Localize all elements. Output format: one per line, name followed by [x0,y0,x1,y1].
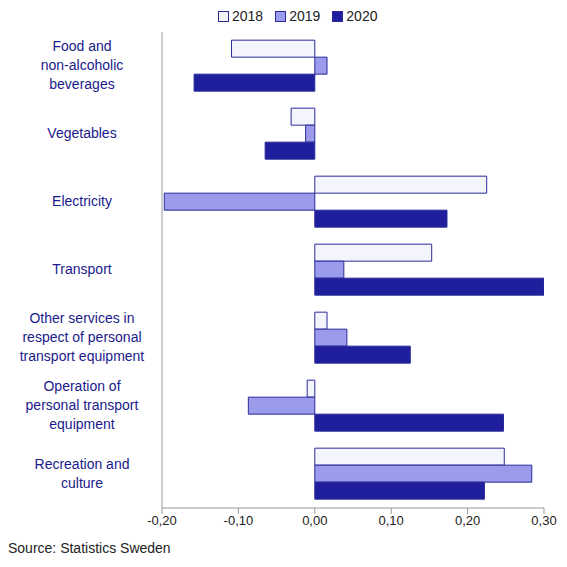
svg-text:-0,20: -0,20 [147,513,177,528]
svg-text:Food andnon-alcoholicbeverages: Food andnon-alcoholicbeverages [41,38,124,92]
svg-text:Operation ofpersonal transport: Operation ofpersonal transportequipment [26,378,139,432]
html-text:2020: 2020 [346,8,378,24]
svg-text:0,10: 0,10 [379,513,404,528]
svg-text:-0,10: -0,10 [224,513,254,528]
svg-text:Electricity: Electricity [52,193,112,209]
html-text:2019: 2019 [289,8,321,24]
svg-text:0,20: 0,20 [455,513,480,528]
svg-text:Transport: Transport [52,261,112,277]
svg-text:Vegetables: Vegetables [47,125,116,141]
svg-text:0,30: 0,30 [531,513,556,528]
html-text:Source: Statistics Sweden: Source: Statistics Sweden [8,540,171,556]
html-text:2018: 2018 [232,8,264,24]
svg-text:0,00: 0,00 [302,513,327,528]
svg-text:Other services inrespect of pe: Other services inrespect of personaltran… [20,310,145,364]
svg-text:Recreation andculture: Recreation andculture [35,455,130,490]
